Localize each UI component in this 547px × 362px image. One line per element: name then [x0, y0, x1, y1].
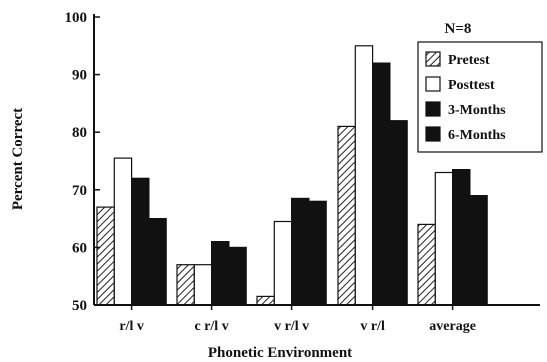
legend-label: Posttest: [448, 78, 495, 93]
bar-pretest-3: [337, 125, 356, 306]
bar-6-months-0: [148, 218, 167, 306]
x-tick-label: average: [429, 319, 476, 334]
x-tick-label: v r/l v: [274, 319, 309, 334]
bar-posttest-4: [434, 171, 454, 306]
bar-3-months-3: [372, 62, 391, 306]
bar-3-months-1: [211, 241, 230, 306]
x-axis-label: Phonetic Environment: [208, 345, 352, 361]
y-axis-label: Percent Correct: [10, 108, 26, 210]
plot-area: r/l v c r/l v v r/l v v r/l average 50 60 70 80 9…: [65, 10, 540, 334]
x-tick-label: c r/l v: [194, 319, 228, 334]
y-tick-label: 90: [72, 68, 87, 84]
bar-pretest-0: [96, 206, 115, 306]
x-tick-label: r/l v: [119, 319, 144, 334]
y-tick-label: 100: [65, 10, 88, 26]
bar-posttest-1: [193, 264, 213, 306]
bar-6-months-2: [308, 200, 327, 306]
bar-posttest-2: [273, 220, 293, 306]
bar-posttest-3: [354, 45, 374, 306]
bar-3-months-0: [131, 177, 150, 306]
bar-3-months-2: [291, 197, 310, 306]
legend-label: 6-Months: [448, 128, 506, 143]
bar-3-months-4: [452, 169, 471, 306]
legend-swatch-6-months: [425, 126, 441, 142]
y-tick-label: 80: [72, 125, 87, 141]
legend: Pretest Posttest 3-Months 6-Months: [417, 41, 543, 153]
legend-swatch-3-months: [425, 101, 441, 117]
y-tick-label: 70: [72, 183, 87, 199]
bar-6-months-3: [389, 120, 408, 306]
bar-pretest-2: [256, 295, 275, 306]
bar-6-months-1: [228, 246, 247, 306]
bar-pretest-1: [176, 264, 195, 306]
x-tick-label: v r/l: [360, 319, 385, 334]
legend-label: Pretest: [448, 53, 490, 68]
legend-swatch-pretest: [425, 51, 441, 67]
bar-posttest-0: [113, 157, 133, 306]
bar-6-months-4: [469, 195, 488, 306]
y-tick-label: 50: [72, 298, 87, 314]
legend-swatch-posttest: [425, 76, 441, 92]
y-tick-label: 60: [72, 240, 87, 256]
legend-label: 3-Months: [448, 103, 506, 118]
bar-pretest-4: [417, 223, 436, 306]
sample-size-annotation: N=8: [445, 21, 472, 37]
